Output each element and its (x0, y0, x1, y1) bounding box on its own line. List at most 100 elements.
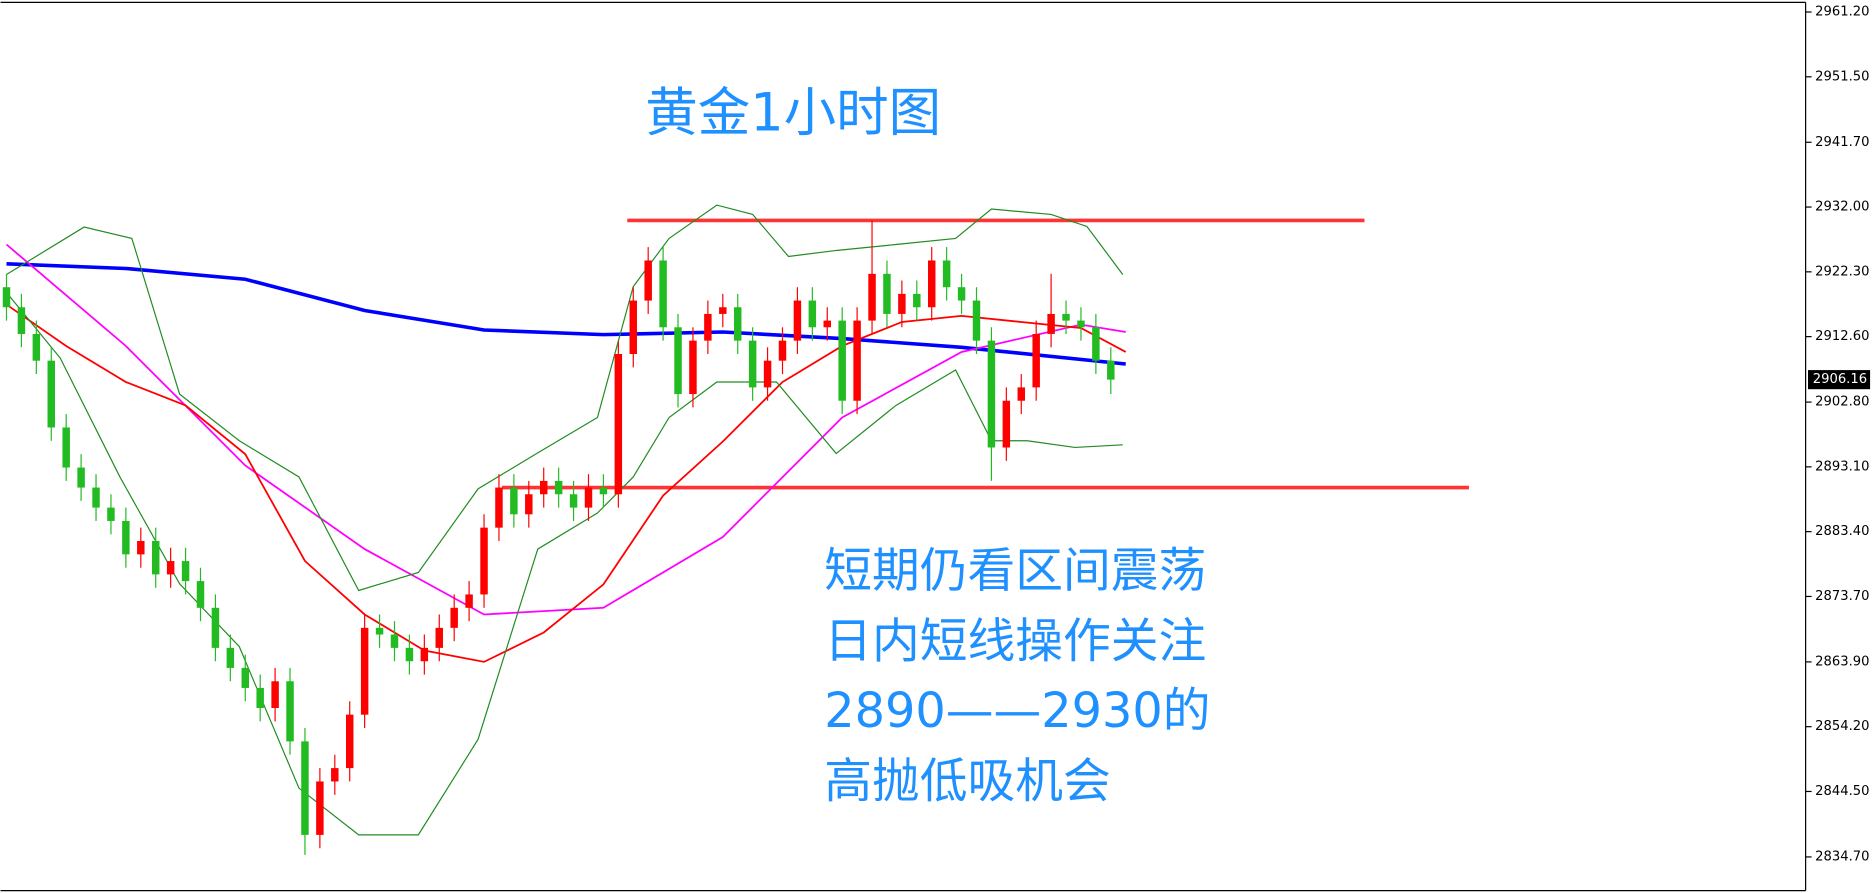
candle-body (733, 307, 742, 341)
candle-body (271, 681, 279, 708)
y-tick-label: 2941.70 (1815, 135, 1869, 150)
candle-body (241, 667, 249, 688)
annotation: 高抛低吸机会 (824, 754, 1111, 809)
y-tick-label: 2883.40 (1815, 524, 1869, 539)
candle-body (913, 293, 921, 308)
candle-body (1017, 387, 1025, 401)
candle-body (2, 287, 11, 308)
indicator-line (6, 262, 1126, 366)
candle-body (898, 293, 906, 314)
candle-body (569, 494, 578, 508)
indicator-line (6, 292, 1123, 836)
candle-body (122, 520, 130, 555)
candle-body (435, 627, 443, 648)
candle-body (674, 327, 682, 395)
candle-body (853, 320, 861, 401)
candle-body (525, 494, 533, 515)
candle-body (838, 320, 846, 401)
candle-body (689, 340, 697, 395)
candle-body (629, 300, 637, 354)
candle-body (808, 300, 817, 328)
y-tick-label: 2902.80 (1815, 395, 1869, 410)
candle-body (301, 741, 309, 835)
candle-body (62, 427, 70, 468)
plot (2, 204, 1469, 855)
candle-body (942, 260, 951, 288)
indicator-line (5, 243, 1126, 616)
candle-body (211, 607, 220, 648)
candle-body (166, 561, 175, 575)
candle-body (196, 581, 205, 608)
candle-body (987, 340, 996, 448)
candle-body (1062, 313, 1070, 321)
candle-body (17, 307, 26, 334)
y-tick-label: 2834.70 (1815, 849, 1869, 864)
candle-body (644, 260, 652, 301)
candle-body (554, 480, 563, 495)
candle-body (107, 507, 115, 521)
candle-body (1107, 360, 1115, 380)
candle-body (137, 541, 145, 555)
annotation: 日内短线操作关注 (824, 615, 1206, 670)
candle-body (659, 260, 667, 328)
candle-body (286, 681, 294, 742)
candle-body (480, 527, 488, 595)
y-tick-label: 2951.50 (1815, 69, 1869, 84)
candle-body (151, 541, 160, 575)
y-tick-label: 2912.60 (1815, 329, 1869, 344)
candle-body (719, 307, 727, 314)
candle-body (47, 360, 55, 428)
candle-body (360, 627, 369, 715)
candle-body (704, 313, 712, 341)
candle-body (510, 487, 518, 515)
y-tick-label: 2844.50 (1815, 784, 1869, 799)
last-price-box (1808, 370, 1871, 390)
y-tick-label: 2961.20 (1815, 5, 1869, 20)
candle-body (465, 594, 473, 608)
candle-body (420, 647, 429, 662)
candle-body (539, 480, 548, 495)
candle-body (181, 561, 190, 582)
annotation: 短期仍看区间震荡 (824, 544, 1206, 599)
candle-body (375, 627, 384, 635)
candle-body (823, 320, 831, 328)
candle-body (584, 487, 593, 508)
candle-body (226, 647, 235, 668)
candle-body (972, 300, 981, 341)
y-tick-label: 2893.10 (1815, 459, 1869, 474)
y-tick-label: 2854.20 (1815, 719, 1869, 734)
candle-body (92, 487, 100, 508)
candle-body (316, 781, 324, 835)
indicator-line (5, 303, 1127, 663)
indicator-line (6, 204, 1124, 592)
candle-body (883, 273, 891, 314)
candle-body (1032, 333, 1040, 388)
y-tick-label: 2863.90 (1815, 654, 1869, 669)
candle-body (1077, 320, 1085, 328)
candle-body (1002, 400, 1011, 448)
candle-body (868, 273, 876, 321)
last-price-label: 2906.16 (1813, 372, 1867, 387)
candle-body (256, 687, 264, 708)
annotation: 2890——2930的 (824, 684, 1210, 739)
candle-body (778, 340, 787, 361)
candle-body (331, 768, 339, 782)
candle-body (405, 647, 414, 662)
candle-body (927, 260, 936, 308)
candle-body (1092, 327, 1100, 361)
y-tick-label: 2873.70 (1815, 589, 1869, 604)
candle-body (957, 287, 966, 301)
candle-body (599, 487, 608, 495)
candle-body (77, 467, 85, 488)
candle-body (495, 487, 503, 528)
candle-body (763, 360, 772, 388)
y-tick-label: 2932.00 (1815, 200, 1869, 215)
candle-body (32, 333, 41, 361)
candle-body (450, 607, 458, 628)
y-tick-label: 2922.30 (1815, 264, 1869, 279)
candle-body (793, 300, 802, 341)
candle-body (614, 353, 623, 495)
candle-body (748, 340, 757, 388)
